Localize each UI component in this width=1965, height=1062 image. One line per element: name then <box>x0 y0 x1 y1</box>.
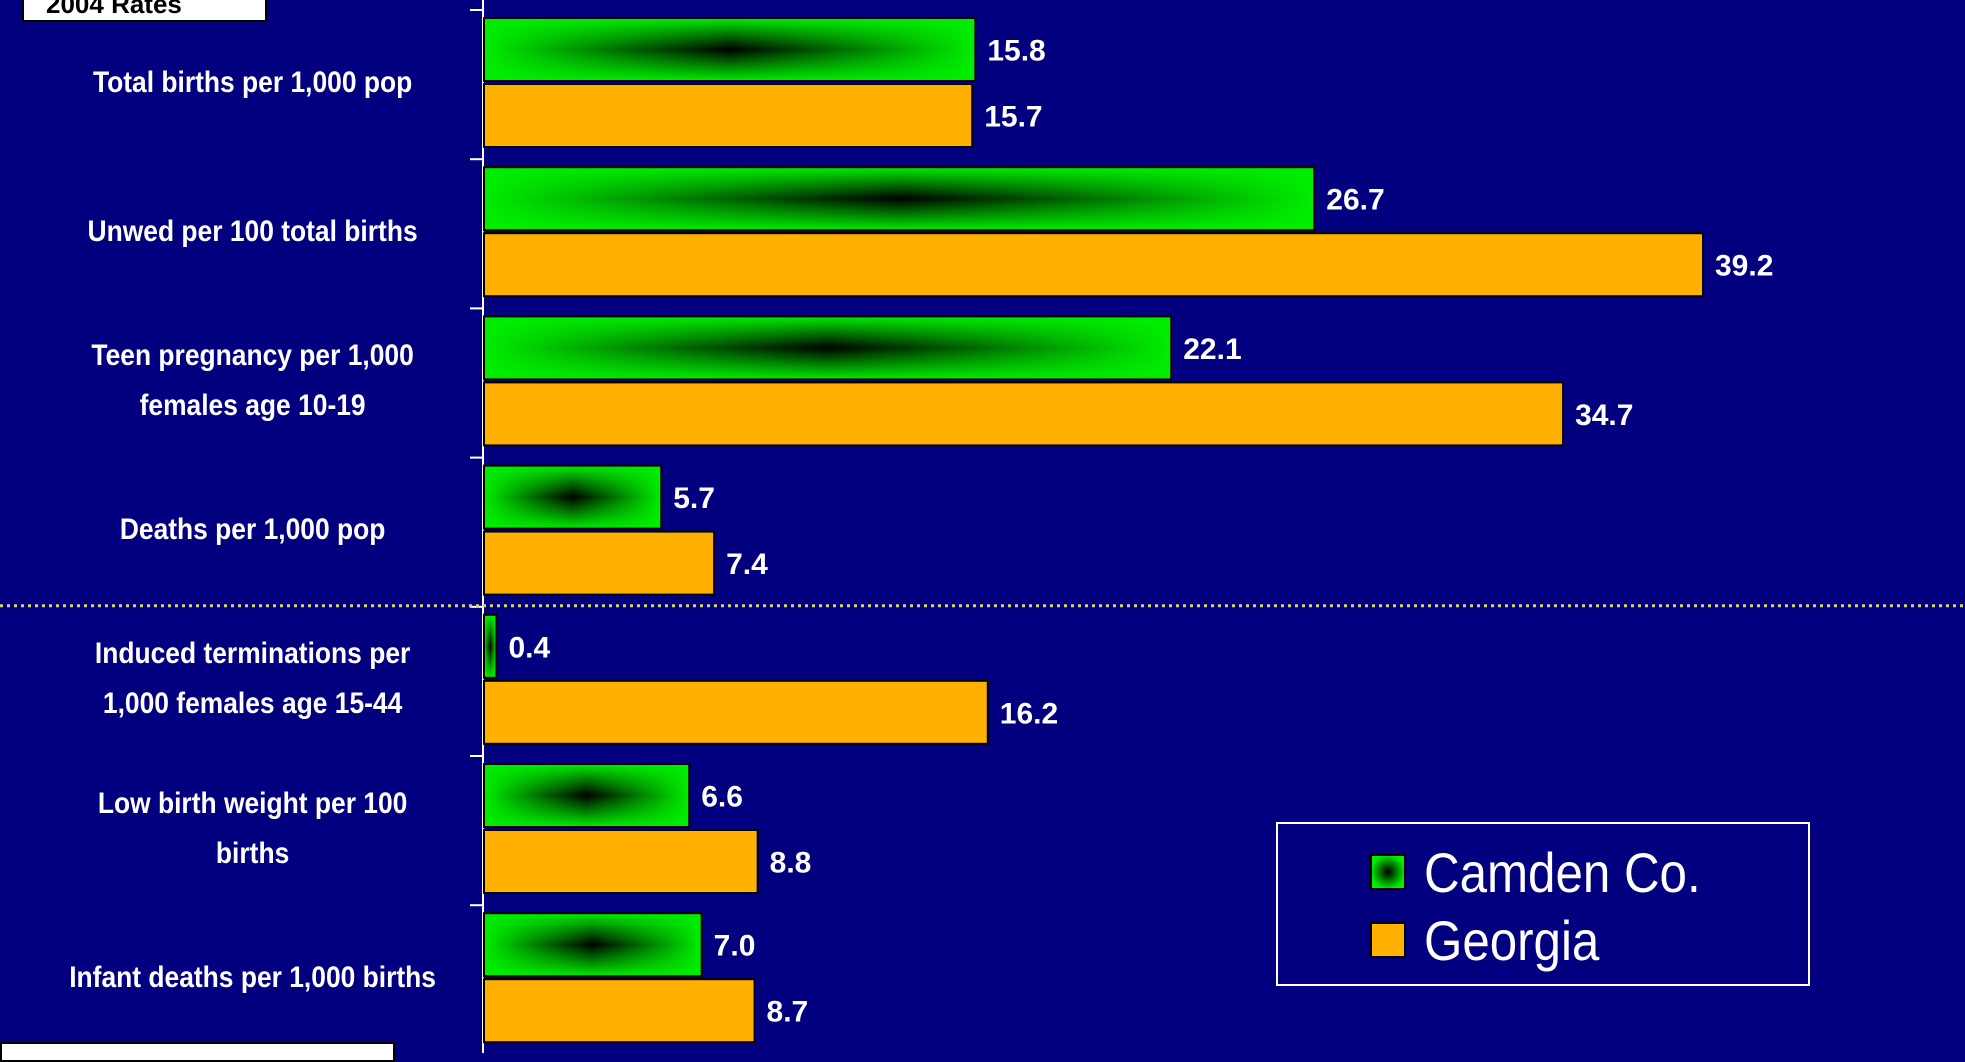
legend-item-georgia: Georgia <box>1370 908 1623 972</box>
bar-camden-outline <box>483 166 1316 232</box>
bar-camden-outline <box>483 613 498 679</box>
bar-camden-shade <box>484 465 662 529</box>
data-label-georgia: 39.2 <box>1715 250 1773 283</box>
bar-camden <box>483 166 1316 232</box>
bar-camden <box>483 912 703 978</box>
category-label: Low birth weight per 100 births <box>97 786 408 870</box>
data-label-camden: 7.0 <box>714 930 756 963</box>
category-label: Deaths per 1,000 pop <box>119 513 386 547</box>
category-label: Infant deaths per 1,000 births <box>69 960 436 994</box>
data-label-georgia: 16.2 <box>1000 697 1058 730</box>
bar-georgia <box>483 829 759 894</box>
bar-camden <box>483 763 691 828</box>
bar-camden-shade <box>484 167 1315 231</box>
bar-georgia <box>483 83 974 148</box>
data-label-camden: 26.7 <box>1326 184 1384 217</box>
data-label-georgia: 15.7 <box>984 101 1042 134</box>
bar-camden <box>483 613 498 679</box>
bar-camden-outline <box>483 912 703 978</box>
bar-georgia <box>483 381 1565 447</box>
bar-camden-shade <box>484 316 1172 380</box>
bar-georgia <box>483 679 989 745</box>
data-label-camden: 6.6 <box>701 781 743 814</box>
legend-item-camden: Camden Co. <box>1370 840 1738 904</box>
legend-swatch-camden <box>1370 854 1406 890</box>
legend-swatch-georgia <box>1370 922 1406 958</box>
data-label-camden: 5.7 <box>673 482 715 515</box>
data-label-camden: 15.8 <box>987 35 1045 68</box>
data-label-camden: 22.1 <box>1183 333 1241 366</box>
bar-camden-outline <box>483 464 663 530</box>
bar-camden-shade <box>484 764 690 827</box>
bar-camden-shade <box>484 913 702 977</box>
bar-georgia <box>483 232 1704 298</box>
bar-camden <box>483 315 1173 381</box>
legend-label-georgia: Georgia <box>1424 908 1600 972</box>
bar-georgia <box>483 978 756 1044</box>
bar-camden-shade <box>484 18 976 81</box>
bar-georgia <box>483 530 716 596</box>
bar-camden-outline <box>483 17 977 82</box>
category-label: Total births per 1,000 pop <box>92 65 413 99</box>
legend: Camden Co. Georgia <box>1276 822 1810 986</box>
bar-camden-outline <box>483 315 1173 381</box>
footnote-box <box>0 1042 395 1062</box>
category-label: Teen pregnancy per 1,000 females age 10-… <box>91 339 414 422</box>
data-label-georgia: 34.7 <box>1575 399 1633 432</box>
category-label: Induced terminations per 1,000 females a… <box>94 637 411 721</box>
category-label: Unwed per 100 total births <box>87 214 418 248</box>
legend-label-camden: Camden Co. <box>1424 840 1701 904</box>
data-label-camden: 0.4 <box>508 631 550 664</box>
bar-camden <box>483 464 663 530</box>
data-label-georgia: 8.8 <box>770 847 812 880</box>
bar-camden <box>483 17 977 82</box>
bar-camden-shade <box>484 614 497 678</box>
data-label-georgia: 7.4 <box>726 548 768 581</box>
chart-tag: 2004 Rates <box>22 0 267 22</box>
data-label-georgia: 8.7 <box>767 996 809 1029</box>
bar-camden-outline <box>483 763 691 828</box>
